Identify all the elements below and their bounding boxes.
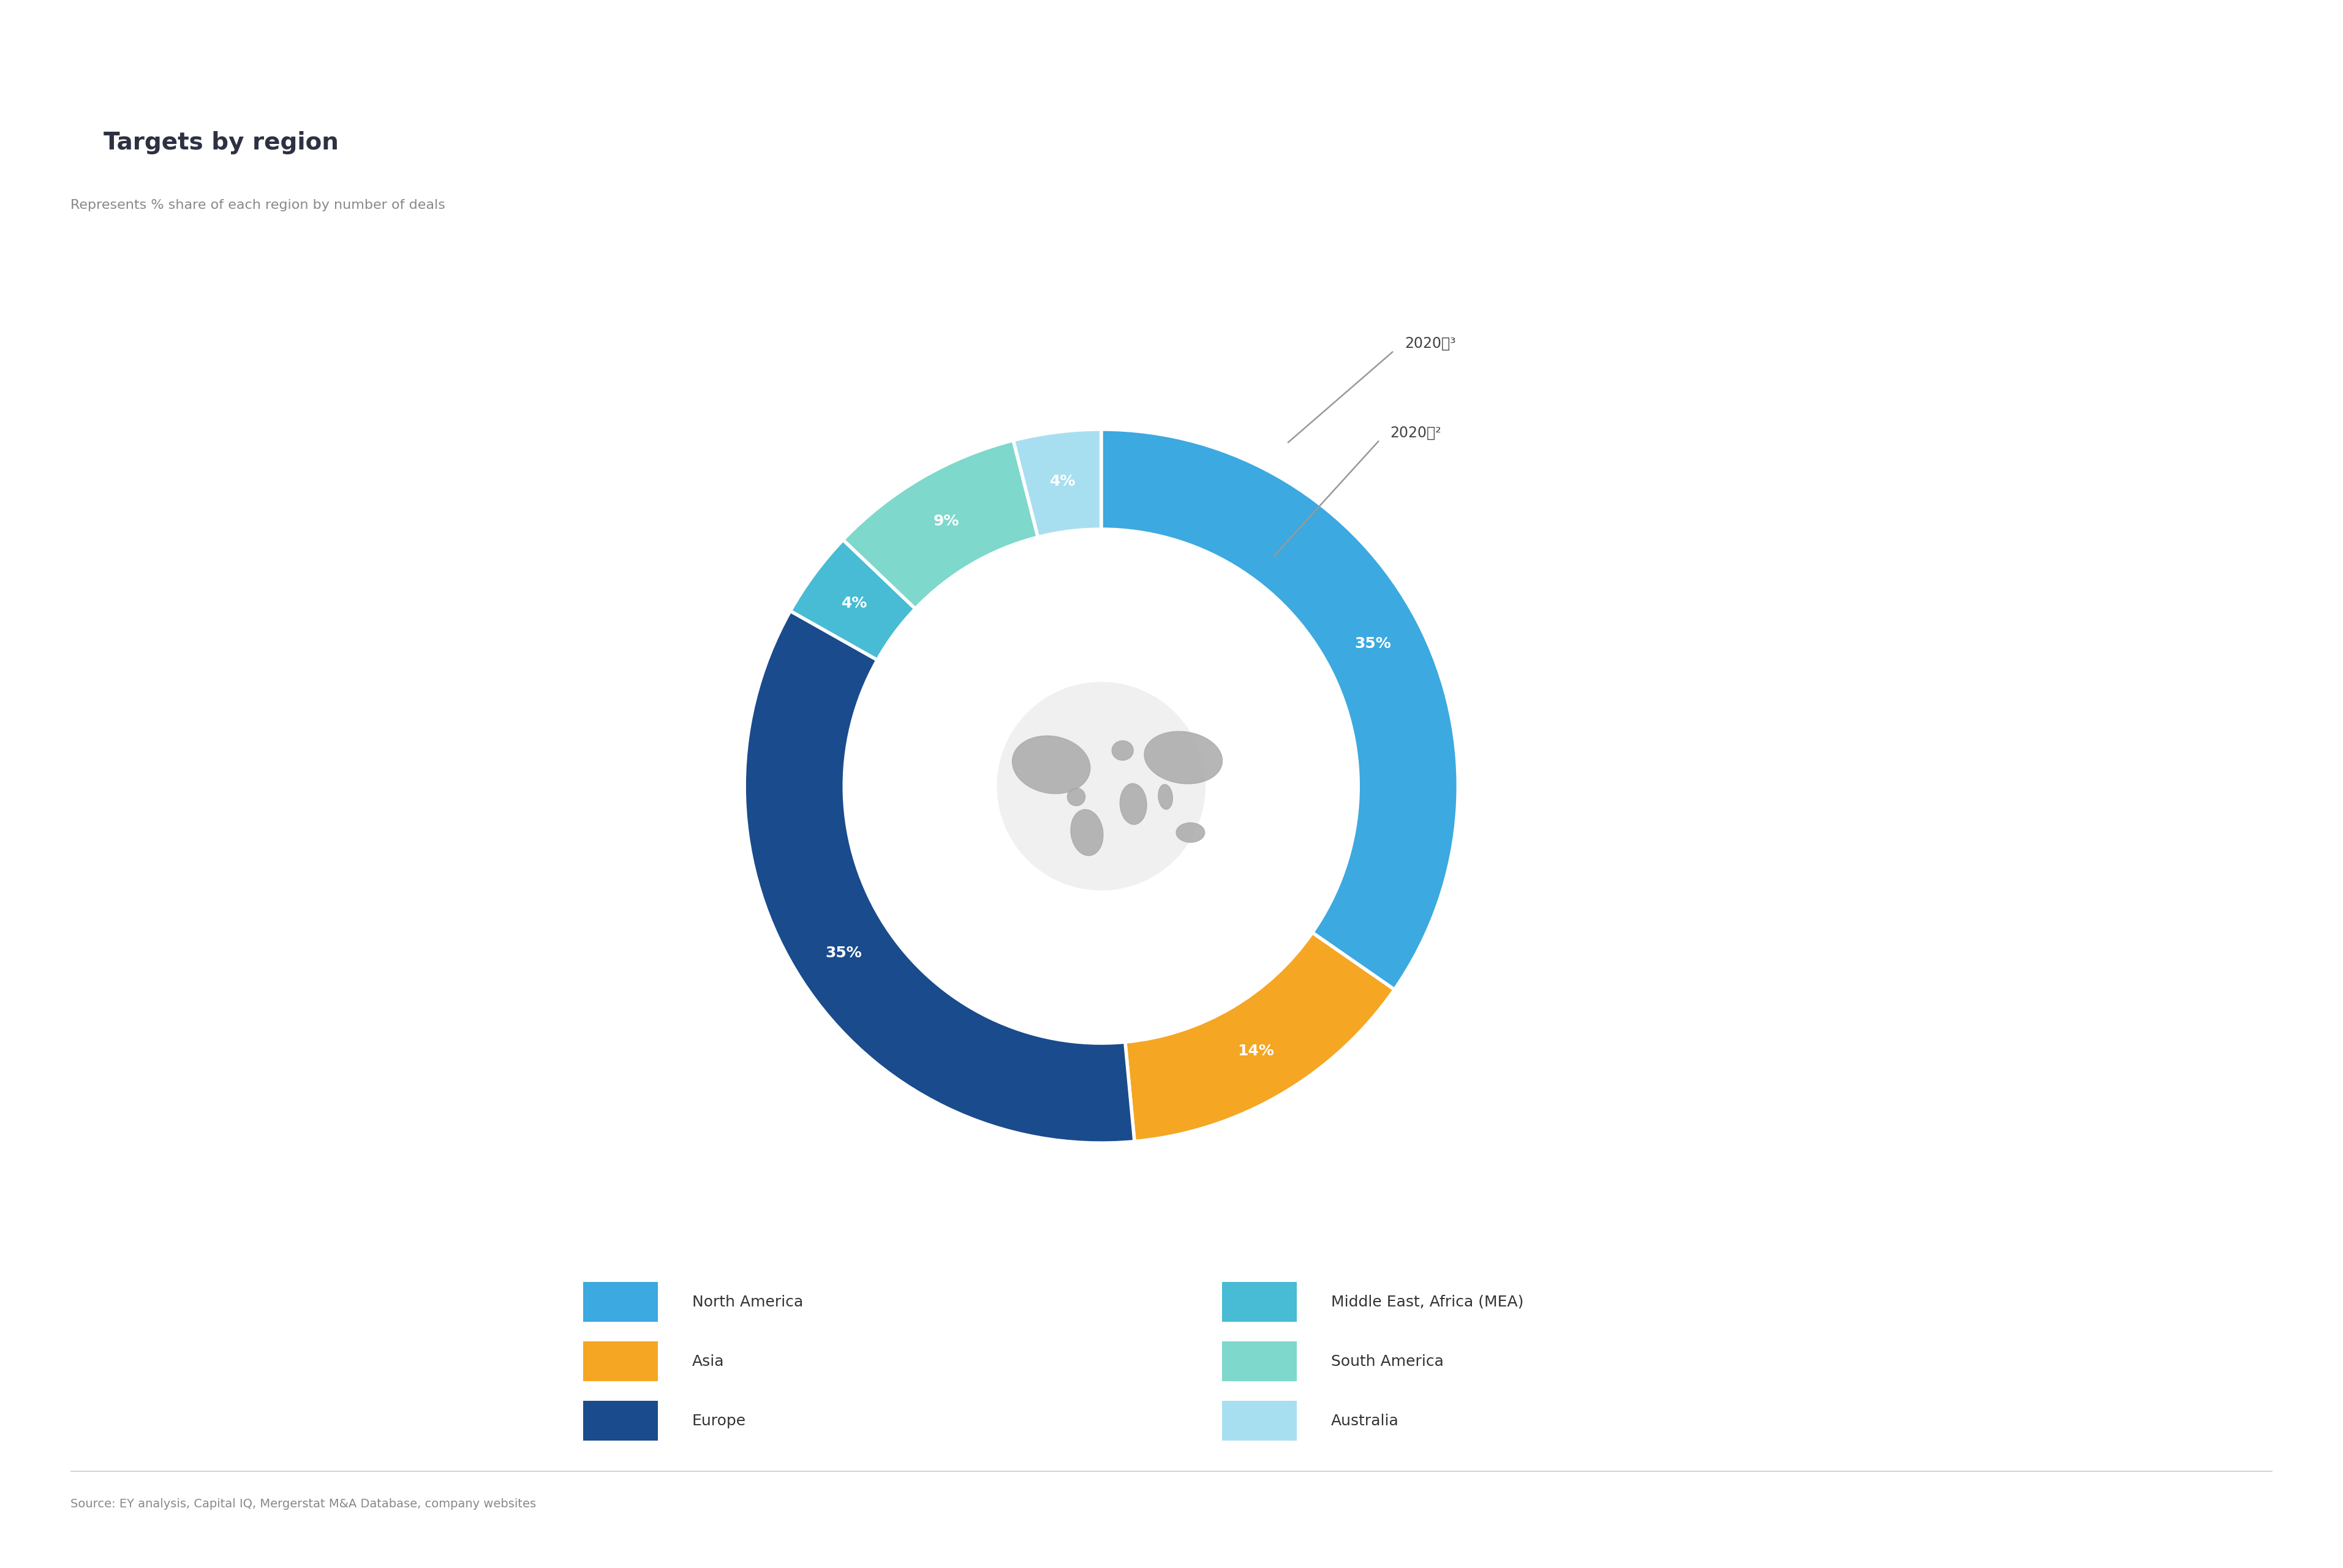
Ellipse shape xyxy=(1176,823,1204,842)
Text: 14%: 14% xyxy=(1169,925,1204,939)
Circle shape xyxy=(998,682,1204,891)
Text: North America: North America xyxy=(691,1295,804,1309)
Circle shape xyxy=(867,552,1336,1019)
Text: 4%: 4% xyxy=(1050,474,1075,489)
Bar xyxy=(583,1283,658,1322)
Wedge shape xyxy=(1125,933,1394,1142)
Wedge shape xyxy=(900,626,1024,734)
Text: Europe: Europe xyxy=(691,1414,745,1428)
Wedge shape xyxy=(790,539,916,660)
Text: 35%: 35% xyxy=(825,946,862,961)
Text: Targets by region: Targets by region xyxy=(103,132,337,154)
Ellipse shape xyxy=(1157,784,1172,809)
Wedge shape xyxy=(1101,554,1333,919)
Ellipse shape xyxy=(1012,735,1089,793)
Wedge shape xyxy=(933,561,1075,712)
Text: 14%: 14% xyxy=(1237,1044,1275,1058)
Text: Source: EY analysis, Capital IQ, Mergerstat M&A Database, company websites: Source: EY analysis, Capital IQ, Mergers… xyxy=(70,1497,537,1510)
Ellipse shape xyxy=(1143,731,1223,784)
Bar xyxy=(1223,1342,1298,1381)
Wedge shape xyxy=(843,441,1038,608)
Wedge shape xyxy=(1101,430,1457,989)
Text: 9%: 9% xyxy=(933,514,958,528)
Ellipse shape xyxy=(1120,784,1146,825)
Text: 2020ᴤ³: 2020ᴤ³ xyxy=(1403,336,1455,351)
Text: Middle East, Africa (MEA): Middle East, Africa (MEA) xyxy=(1331,1295,1523,1309)
Text: 2020ᴤ²: 2020ᴤ² xyxy=(1389,425,1441,441)
Ellipse shape xyxy=(1113,740,1134,760)
Text: South America: South America xyxy=(1331,1355,1443,1369)
Bar xyxy=(1223,1402,1298,1441)
Wedge shape xyxy=(1045,554,1101,682)
Text: Asia: Asia xyxy=(691,1355,724,1369)
Wedge shape xyxy=(1012,430,1101,538)
Ellipse shape xyxy=(1068,789,1085,806)
Bar xyxy=(1223,1283,1298,1322)
Ellipse shape xyxy=(1071,809,1104,856)
Bar xyxy=(583,1342,658,1381)
Wedge shape xyxy=(745,612,1134,1143)
Text: Australia: Australia xyxy=(1331,1414,1399,1428)
Text: 4%: 4% xyxy=(841,596,867,612)
Wedge shape xyxy=(869,673,1122,1018)
Text: Represents % share of each region by number of deals: Represents % share of each region by num… xyxy=(70,199,445,212)
Text: 35%: 35% xyxy=(940,872,977,886)
Circle shape xyxy=(993,679,1209,894)
Text: 35%: 35% xyxy=(1354,637,1392,651)
Text: 35%: 35% xyxy=(1232,701,1270,715)
Wedge shape xyxy=(1111,847,1291,1018)
Bar xyxy=(583,1402,658,1441)
